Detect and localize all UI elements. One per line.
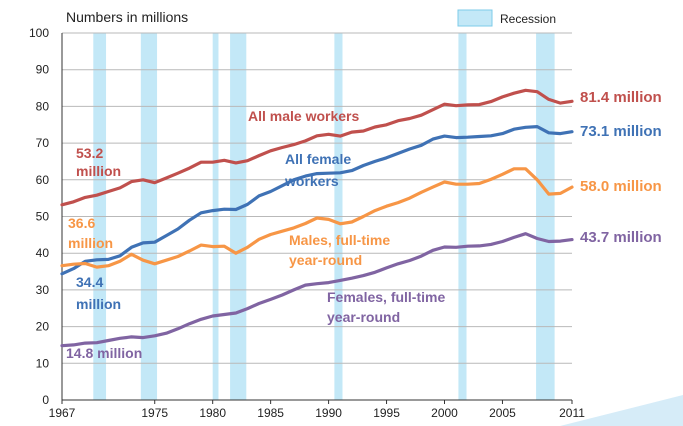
x-tick-label: 1995 bbox=[373, 406, 400, 420]
all-male-workers-line bbox=[60, 88, 574, 207]
all-female-workers-line bbox=[60, 125, 574, 276]
x-tick-label: 1980 bbox=[199, 406, 226, 420]
x-tick-label: 2005 bbox=[489, 406, 516, 420]
x-tick-label: 2011 bbox=[559, 406, 585, 420]
x-tick-label: 1985 bbox=[257, 406, 284, 420]
males-full-time-year-round-line bbox=[60, 167, 574, 269]
y-tick-label: 60 bbox=[36, 173, 50, 187]
x-tick-label: 1967 bbox=[49, 406, 76, 420]
all-male-workers-start-label: 53.2 million bbox=[76, 145, 121, 179]
females-full-time-year-round-end-label: 43.7 million bbox=[580, 229, 662, 246]
x-tick-label: 1990 bbox=[315, 406, 342, 420]
y-tick-label: 40 bbox=[36, 246, 50, 260]
males-full-time-year-round-end-label: 58.0 million bbox=[580, 178, 662, 195]
y-tick-label: 30 bbox=[36, 283, 50, 297]
all-female-workers-start-label: 34.4 million bbox=[76, 274, 121, 312]
y-tick-label: 90 bbox=[36, 63, 50, 77]
all-female-workers-end-label: 73.1 million bbox=[580, 123, 662, 140]
y-tick-label: 0 bbox=[42, 393, 49, 407]
y-tick-label: 70 bbox=[36, 136, 50, 150]
y-tick-label: 80 bbox=[36, 99, 50, 113]
y-tick-label: 100 bbox=[29, 26, 49, 40]
y-axis-title: Numbers in millions bbox=[66, 9, 188, 25]
y-tick-label: 10 bbox=[36, 356, 50, 370]
y-tick-label: 20 bbox=[36, 320, 50, 334]
decorative-corner-shape bbox=[560, 395, 683, 426]
males-full-time-year-round-start-label: 36.6 million bbox=[68, 215, 113, 251]
x-tick-label: 2000 bbox=[431, 406, 458, 420]
all-male-workers-end-label: 81.4 million bbox=[580, 89, 662, 106]
legend-recession-swatch bbox=[457, 9, 493, 27]
legend-recession-label: Recession bbox=[500, 12, 556, 26]
y-tick-label: 50 bbox=[36, 210, 50, 224]
females-full-time-year-round-line bbox=[60, 232, 574, 348]
all-female-workers-annotation: All female workers bbox=[284, 151, 351, 189]
males-full-time-year-round-annotation: Males, full-time year-round bbox=[289, 232, 390, 268]
females-full-time-year-round-start-label: 14.8 million bbox=[66, 345, 142, 361]
females-full-time-year-round-annotation: Females, full-time year-round bbox=[327, 289, 445, 325]
all-male-workers-annotation: All male workers bbox=[248, 108, 359, 124]
x-tick-label: 1975 bbox=[141, 406, 168, 420]
